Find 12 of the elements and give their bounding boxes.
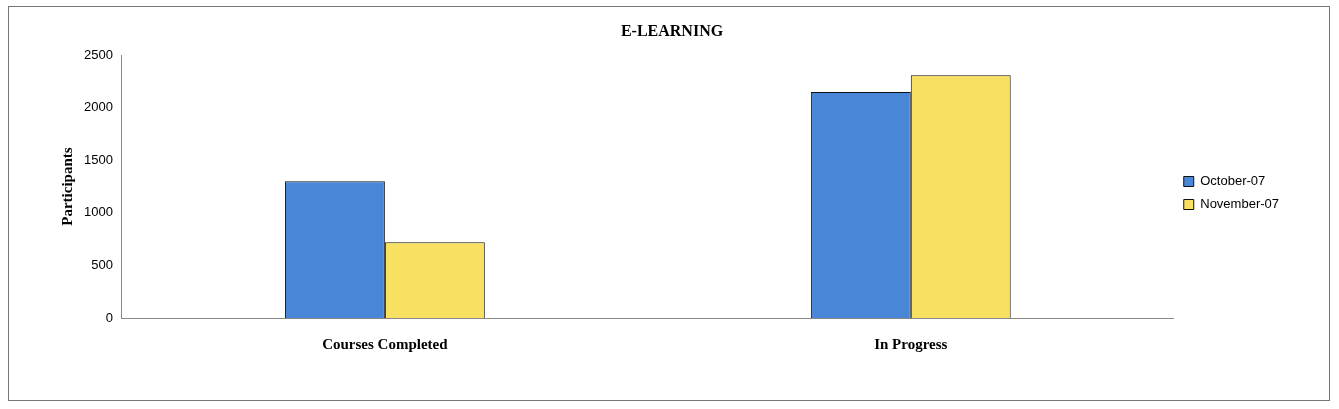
legend-label: October-07	[1200, 173, 1266, 189]
legend-label: November-07	[1200, 196, 1280, 212]
y-tick-label: 1500	[84, 151, 113, 167]
y-tick-label: 1000	[84, 204, 113, 220]
y-tick-label: 2500	[84, 46, 113, 62]
x-tick-label: Courses Completed	[322, 335, 449, 352]
x-tick-label: In Progress	[874, 335, 948, 352]
y-tick-label: 500	[91, 257, 113, 273]
y-tick-label: 0	[105, 309, 113, 325]
y-axis-title: Participants	[58, 147, 75, 226]
chart-title: E-LEARNING	[620, 21, 724, 39]
y-tick-label: 2000	[84, 99, 113, 115]
